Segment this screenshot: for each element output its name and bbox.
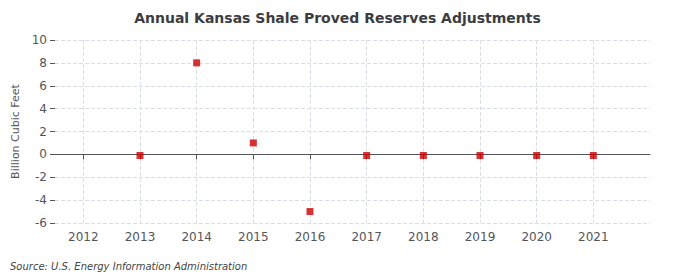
svg-text:4: 4 [39,102,47,116]
svg-text:6: 6 [39,79,47,93]
svg-text:2: 2 [39,125,47,139]
svg-text:8: 8 [39,56,47,70]
svg-text:2017: 2017 [351,230,382,244]
svg-text:Annual Kansas Shale Proved Res: Annual Kansas Shale Proved Reserves Adju… [134,10,541,26]
svg-text:2019: 2019 [465,230,496,244]
svg-text:2014: 2014 [181,230,212,244]
svg-text:0: 0 [39,147,47,161]
svg-text:2016: 2016 [295,230,326,244]
svg-text:10: 10 [32,33,47,47]
svg-text:-6: -6 [35,216,47,230]
svg-text:2013: 2013 [125,230,156,244]
svg-text:2018: 2018 [408,230,439,244]
svg-text:-2: -2 [35,170,47,184]
svg-text:Billion Cubic Feet: Billion Cubic Feet [9,83,22,178]
svg-text:Source: U.S. Energy Informatio: Source: U.S. Energy Information Administ… [10,261,247,272]
svg-text:2020: 2020 [521,230,552,244]
svg-text:2015: 2015 [238,230,269,244]
svg-text:-4: -4 [35,193,47,207]
svg-text:2021: 2021 [578,230,609,244]
svg-text:2012: 2012 [68,230,99,244]
